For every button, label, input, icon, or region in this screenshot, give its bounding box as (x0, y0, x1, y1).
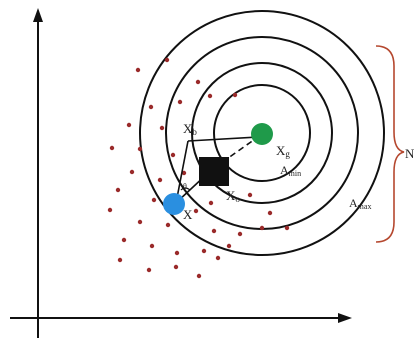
sample-point (170, 152, 176, 158)
axes (10, 8, 352, 338)
sample-point (174, 250, 180, 256)
sample-point (135, 67, 141, 73)
sample-point (148, 104, 154, 110)
sample-point (226, 243, 232, 249)
sample-point (137, 219, 143, 225)
sample-point (165, 222, 171, 228)
sample-point (173, 264, 179, 270)
x-axis-arrow (338, 313, 352, 323)
label-theta: θ (183, 182, 187, 191)
theta-arc (180, 187, 191, 191)
goal-circle-icon (251, 123, 273, 145)
sample-point (164, 57, 170, 63)
line-xb-xg (187, 136, 259, 142)
sample-point (117, 257, 123, 263)
sample-point (177, 99, 183, 105)
label-xg: Xg (276, 143, 290, 159)
sample-point (121, 237, 127, 243)
line-xb-x (175, 140, 189, 204)
ring-inner (213, 84, 311, 182)
sample-point (157, 177, 163, 183)
sample-point (201, 248, 207, 254)
line-xo-xg-dashed (213, 136, 259, 169)
sample-point (193, 208, 199, 214)
sample-point (137, 146, 143, 152)
label-amin: Amin (280, 163, 301, 178)
agent-circle-icon (163, 193, 185, 215)
sample-point (196, 273, 202, 279)
sample-point (208, 200, 214, 206)
sample-point (259, 225, 265, 231)
sample-point (207, 93, 213, 99)
sample-point (159, 125, 165, 131)
sample-point (107, 207, 113, 213)
sample-point (215, 255, 221, 261)
sample-point (129, 169, 135, 175)
ring-2 (191, 62, 333, 204)
sample-point (247, 192, 253, 198)
y-axis-arrow (33, 8, 43, 22)
label-x: X (183, 207, 193, 222)
obstacle-square-icon (199, 157, 229, 186)
label-n: N (405, 146, 414, 161)
sample-point (232, 92, 238, 98)
sample-point (109, 145, 115, 151)
brace (375, 45, 405, 243)
sample-point (284, 225, 290, 231)
sample-point (181, 170, 187, 176)
sample-points (107, 57, 290, 279)
sample-point (195, 79, 201, 85)
sample-point (146, 267, 152, 273)
sample-point (211, 228, 217, 234)
sample-point (115, 187, 121, 193)
label-amax: Amax (349, 196, 371, 211)
sample-point (237, 231, 243, 237)
sample-point (267, 210, 273, 216)
sample-point (151, 197, 157, 203)
sample-point (149, 243, 155, 249)
label-xb: Xb (183, 121, 197, 137)
label-xo: Xo (226, 188, 240, 204)
sample-point (126, 122, 132, 128)
ring-outer (139, 10, 385, 256)
